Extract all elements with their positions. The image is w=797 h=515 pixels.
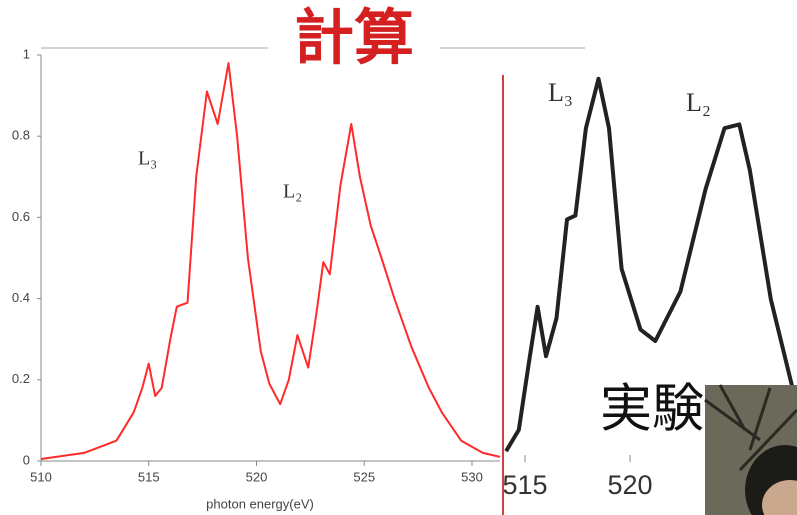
x-axis-label: photon energy(eV) — [206, 496, 314, 511]
inset-title: 実験 — [600, 380, 704, 440]
y-tick-label: 0.8 — [12, 128, 30, 143]
chart-title: 計算 — [294, 4, 414, 74]
x-tick-label: 520 — [246, 469, 268, 484]
x-tick-label: 515 — [503, 470, 548, 500]
x-tick-label: 515 — [138, 469, 160, 484]
y-tick-label: 0 — [23, 452, 30, 467]
annotation: L₃ — [548, 78, 573, 107]
x-tick-label: 530 — [461, 469, 483, 484]
x-tick-label: 520 — [608, 470, 653, 500]
slide: photon energy(eV) L₃ L₂ 510 515 520 525 530 0… — [0, 0, 797, 515]
y-tick-label: 0.6 — [12, 209, 30, 224]
y-tick-label: 0.2 — [12, 371, 30, 386]
x-tick-label: 525 — [353, 469, 375, 484]
photo — [705, 385, 797, 515]
y-tick-label: 0.4 — [12, 290, 30, 305]
annotation: L₃ — [138, 148, 157, 170]
annotation: L₂ — [686, 88, 711, 117]
y-tick-label: 1 — [23, 46, 30, 61]
x-tick-label: 510 — [30, 469, 52, 484]
annotation: L₂ — [283, 181, 302, 203]
